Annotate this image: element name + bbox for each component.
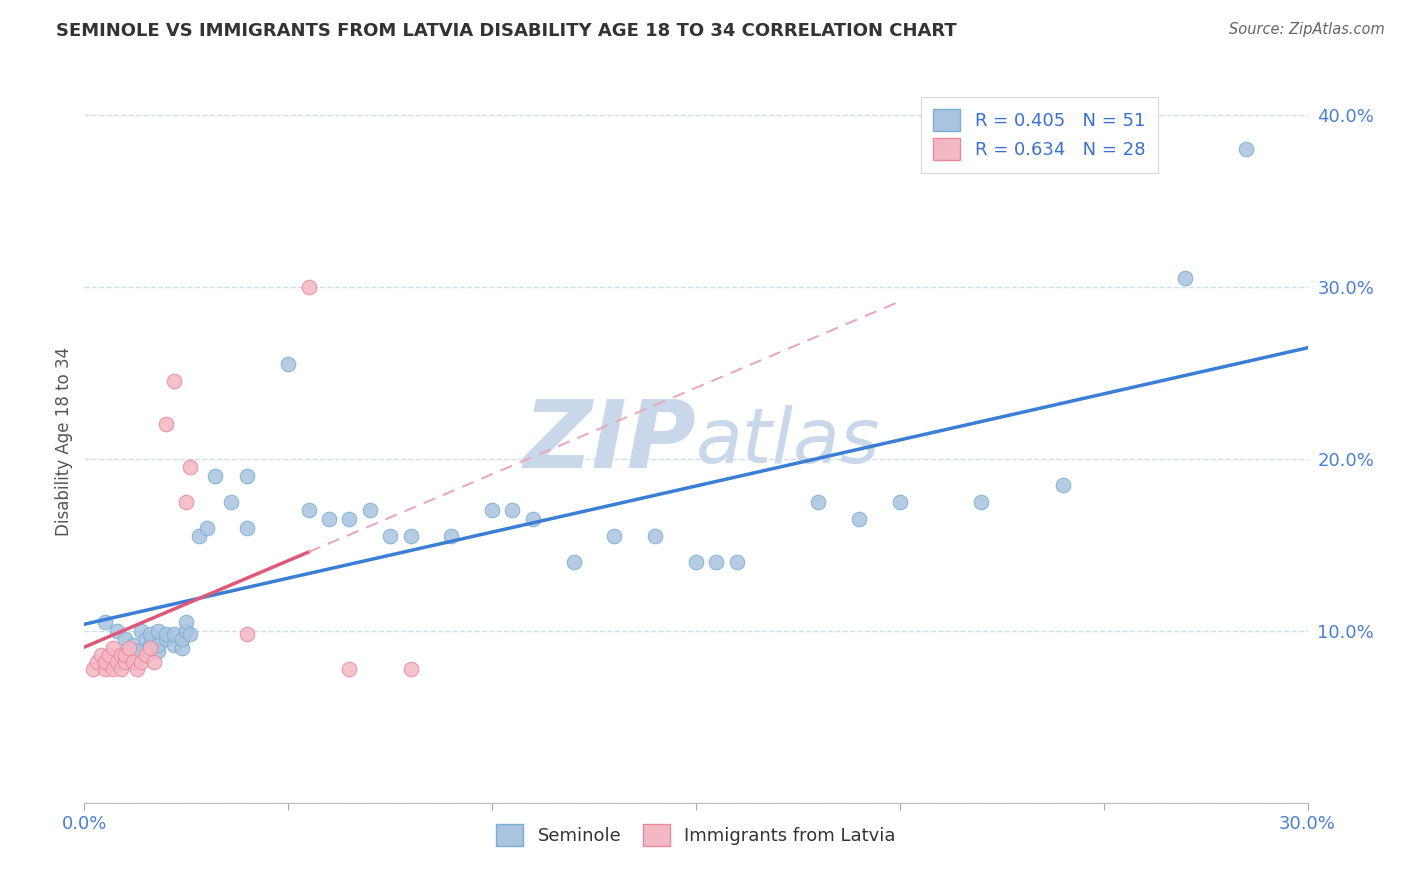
Point (1236, 142, 1258, 156)
Point (187, 529, 209, 543)
Point (174, 624, 197, 638)
Point (138, 627, 160, 641)
Point (127, 662, 149, 676)
Point (138, 638, 160, 652)
Point (204, 469, 226, 483)
Point (807, 494, 830, 508)
Point (685, 555, 707, 569)
Point (236, 520, 259, 534)
Point (90, 648, 112, 662)
Point (380, 529, 402, 543)
Point (110, 662, 132, 676)
Point (339, 662, 361, 676)
Point (481, 503, 503, 517)
Point (93, 615, 115, 630)
Point (339, 512, 361, 526)
Point (1174, 271, 1197, 285)
Point (155, 417, 177, 432)
Point (138, 640, 160, 655)
Point (135, 648, 157, 662)
Point (174, 494, 197, 508)
Point (163, 375, 186, 389)
Point (155, 627, 177, 641)
Point (644, 529, 666, 543)
Point (236, 627, 259, 641)
Point (163, 627, 186, 641)
Point (889, 494, 911, 508)
Point (172, 632, 194, 647)
Point (1052, 477, 1074, 491)
Point (399, 662, 422, 676)
Point (122, 638, 145, 652)
Point (118, 640, 141, 655)
Point (93, 662, 115, 676)
Point (127, 644, 149, 658)
Point (146, 638, 169, 652)
Point (195, 520, 218, 534)
Point (277, 357, 299, 371)
Point (97, 648, 120, 662)
Point (122, 655, 145, 669)
Point (603, 529, 626, 543)
Point (298, 279, 321, 293)
Point (142, 655, 165, 669)
Point (440, 529, 463, 543)
Point (502, 503, 524, 517)
Point (562, 555, 585, 569)
Point (131, 624, 153, 638)
Point (135, 632, 157, 647)
Point (105, 624, 128, 638)
Text: atlas: atlas (696, 405, 880, 478)
Point (114, 632, 136, 647)
Point (146, 644, 169, 658)
Point (86, 655, 108, 669)
Point (163, 638, 186, 652)
Point (236, 469, 259, 483)
Point (131, 655, 153, 669)
Point (93, 655, 115, 669)
Point (706, 555, 728, 569)
Text: Source: ZipAtlas.com: Source: ZipAtlas.com (1229, 22, 1385, 37)
Point (172, 640, 194, 655)
Y-axis label: Disability Age 18 to 34: Disability Age 18 to 34 (55, 347, 73, 536)
Point (399, 529, 422, 543)
Point (155, 632, 177, 647)
Point (848, 512, 870, 526)
Point (219, 494, 242, 508)
Point (101, 640, 124, 655)
Point (110, 648, 132, 662)
Point (114, 655, 136, 669)
Point (359, 503, 381, 517)
Text: ZIP: ZIP (523, 395, 696, 488)
Legend: Seminole, Immigrants from Latvia: Seminole, Immigrants from Latvia (484, 812, 908, 859)
Point (970, 494, 993, 508)
Point (101, 662, 124, 676)
Point (105, 655, 128, 669)
Point (174, 615, 197, 630)
Point (179, 627, 201, 641)
Point (298, 503, 321, 517)
Point (318, 512, 340, 526)
Text: SEMINOLE VS IMMIGRANTS FROM LATVIA DISABILITY AGE 18 TO 34 CORRELATION CHART: SEMINOLE VS IMMIGRANTS FROM LATVIA DISAB… (56, 22, 957, 40)
Point (725, 555, 748, 569)
Point (114, 648, 136, 662)
Point (146, 624, 169, 638)
Point (522, 512, 544, 526)
Point (82, 662, 104, 676)
Point (179, 460, 201, 475)
